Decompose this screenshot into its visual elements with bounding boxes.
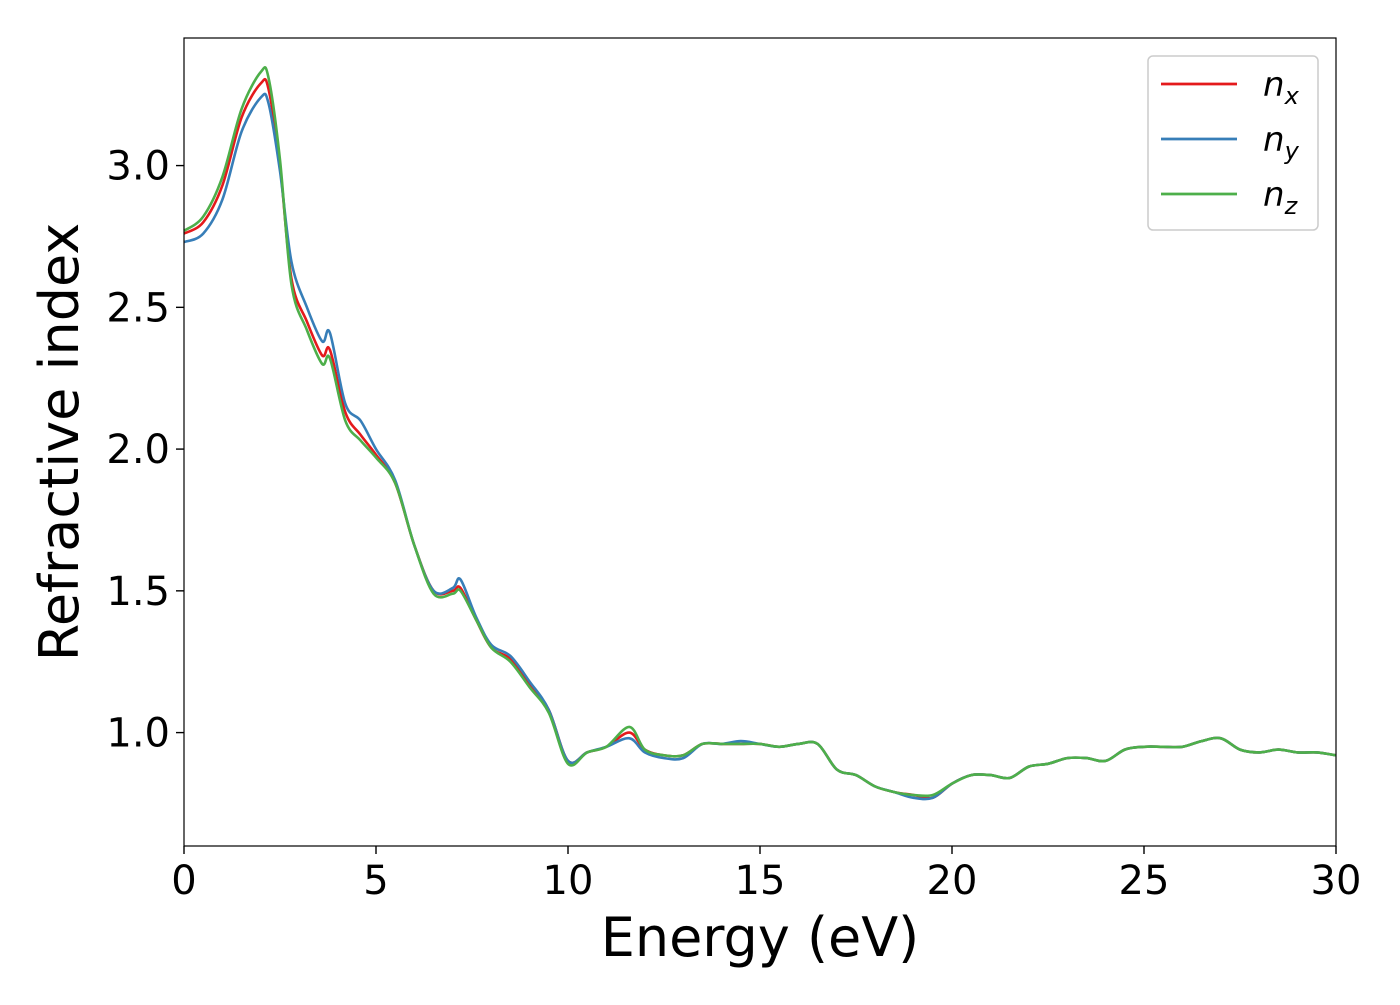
x-tick-label: 10 [543,858,594,904]
x-tick-label: 15 [735,858,786,904]
legend-frame [1147,55,1319,231]
x-axis-title: Energy (eV) [601,906,920,969]
x-tick-label: 20 [927,858,978,904]
y-tick-label: 2.0 [106,427,170,473]
series-layer [183,66,1337,801]
legend-label: ny [1263,120,1300,165]
x-tick-label: 25 [1119,858,1170,904]
legend-label: nz [1263,175,1299,220]
y-tick-label: 1.0 [106,711,170,757]
y-axis-ticks: 1.0 1.5 2.0 2.5 3.0 [106,144,184,757]
legend: nx ny nz [1147,55,1319,231]
x-tick-label: 30 [1311,858,1362,904]
legend-item-ny: ny [1161,120,1300,165]
series-line-n-z [183,66,1337,798]
y-tick-label: 3.0 [106,144,170,190]
legend-item-nz: nz [1161,175,1299,220]
x-axis-ticks: 0 5 10 15 20 25 30 [171,846,1361,904]
plot-background [184,38,1336,846]
legend-item-nx: nx [1161,65,1300,110]
y-tick-label: 2.5 [106,285,170,331]
x-tick-label: 5 [363,858,388,904]
x-tick-label: 0 [171,858,196,904]
y-tick-label: 1.5 [106,569,170,615]
legend-label: nx [1263,65,1300,110]
y-axis-title: Refractive index [28,223,91,662]
